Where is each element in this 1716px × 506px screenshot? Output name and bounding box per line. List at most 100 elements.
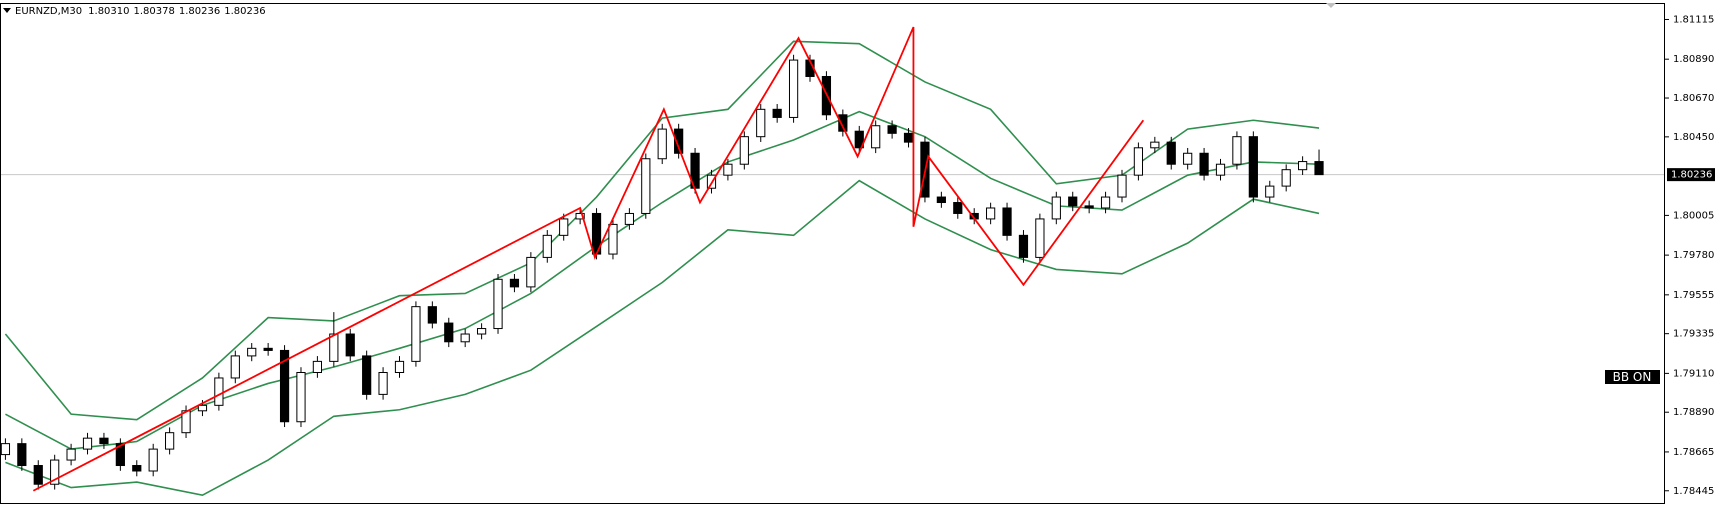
indicator-badge: [1605, 370, 1660, 384]
candle-body: [279, 349, 290, 423]
candle-body: [1068, 196, 1078, 207]
y-tick-label: 1.80670: [1673, 93, 1714, 104]
candle-body: [1232, 136, 1242, 165]
candle-body: [526, 256, 536, 288]
candle-body: [99, 437, 109, 445]
candle-body: [1133, 147, 1144, 176]
y-tick-label: 1.78890: [1673, 407, 1714, 418]
candle-body: [50, 459, 60, 485]
candle-body: [197, 404, 208, 412]
candle-body: [1298, 161, 1308, 171]
candle-body: [1117, 174, 1127, 198]
candle-body: [1018, 234, 1029, 258]
candle-body: [1265, 185, 1275, 198]
quote-low: 1.80236: [179, 6, 220, 17]
y-tick-label: 1.80450: [1673, 132, 1714, 143]
candle-body: [444, 322, 454, 343]
quote-open: 1.80310: [88, 6, 129, 17]
quote-high: 1.80378: [134, 6, 175, 17]
y-tick-label: 1.79555: [1673, 290, 1714, 301]
candle-body: [362, 355, 372, 395]
quote-close: 1.80236: [224, 6, 265, 17]
candle-body: [427, 306, 437, 324]
candle-body: [887, 125, 897, 134]
candle-body: [1035, 218, 1045, 258]
y-tick-label: 1.80005: [1673, 210, 1714, 221]
candle-body: [312, 360, 323, 373]
y-tick-label: 1.80890: [1673, 54, 1714, 65]
bollinger-middle: [5, 110, 1320, 450]
candle-body: [953, 202, 963, 214]
candle-body: [871, 125, 881, 149]
bollinger-upper: [4, 40, 1320, 421]
candle-body: [1084, 205, 1094, 209]
candle-body: [345, 333, 355, 357]
candle-body: [559, 218, 569, 236]
candle-body: [329, 333, 339, 362]
candle-body: [575, 212, 585, 220]
candle-body: [1051, 196, 1061, 220]
candle-body: [1166, 141, 1176, 165]
candle-body: [772, 108, 782, 118]
current-price-box: [1667, 168, 1715, 182]
candle-body: [1314, 161, 1324, 176]
candle-body: [674, 128, 684, 154]
candle-body: [378, 371, 388, 395]
candle-body: [509, 278, 520, 288]
candle-body: [986, 207, 996, 220]
candle-body: [657, 128, 667, 160]
zigzag-line: [32, 26, 1145, 492]
candle-body: [148, 448, 158, 472]
candle-body: [115, 443, 125, 467]
candle-body: [263, 347, 273, 351]
candle-body: [1215, 163, 1226, 176]
candle-body: [493, 278, 503, 330]
candle-body: [838, 114, 848, 132]
candle-body: [641, 158, 651, 214]
candle-body: [854, 130, 864, 149]
candle-body: [66, 448, 76, 461]
candle-body: [394, 360, 405, 373]
candle-body: [214, 377, 224, 406]
candle-body: [247, 347, 257, 357]
candle-body: [788, 59, 799, 118]
candle-body: [723, 163, 733, 176]
symbol-title: EURNZD,M30: [15, 6, 82, 17]
candle-body: [411, 306, 421, 362]
candle-body: [1248, 136, 1258, 198]
shift-marker[interactable]: [1326, 3, 1336, 8]
candle-body: [1281, 169, 1291, 187]
candle-body: [1150, 141, 1160, 149]
candle-body: [936, 196, 946, 204]
y-tick-label: 1.79335: [1673, 329, 1714, 340]
candle-body: [1199, 152, 1209, 176]
candle-body: [165, 432, 175, 450]
candle-body: [296, 371, 306, 423]
candle-body: [460, 333, 470, 343]
indicator-label: BB ON: [1613, 370, 1652, 384]
candle-body: [1002, 207, 1012, 236]
candle-body: [82, 437, 93, 450]
candle-body: [1100, 196, 1111, 209]
candle-body: [476, 328, 487, 335]
candle-body: [0, 443, 11, 456]
candle-body: [624, 212, 634, 225]
symbol-menu-arrow[interactable]: [3, 8, 11, 13]
candle-body: [132, 465, 142, 472]
candle-body: [542, 234, 552, 258]
candle-body: [739, 136, 749, 165]
current-price-label: 1.80236: [1671, 170, 1712, 181]
candle-body: [33, 465, 43, 485]
candle-body: [903, 132, 914, 143]
candle-body: [608, 223, 618, 255]
chart-header: EURNZD,M30 1.80310 1.80378 1.80236 1.80236: [15, 6, 266, 17]
y-tick-label: 1.81115: [1673, 14, 1714, 25]
candle-body: [756, 108, 766, 138]
candle-body: [17, 443, 27, 467]
y-tick-label: 1.78445: [1673, 486, 1714, 497]
y-tick-label: 1.79110: [1673, 368, 1714, 379]
bollinger-lower: [5, 179, 1320, 497]
